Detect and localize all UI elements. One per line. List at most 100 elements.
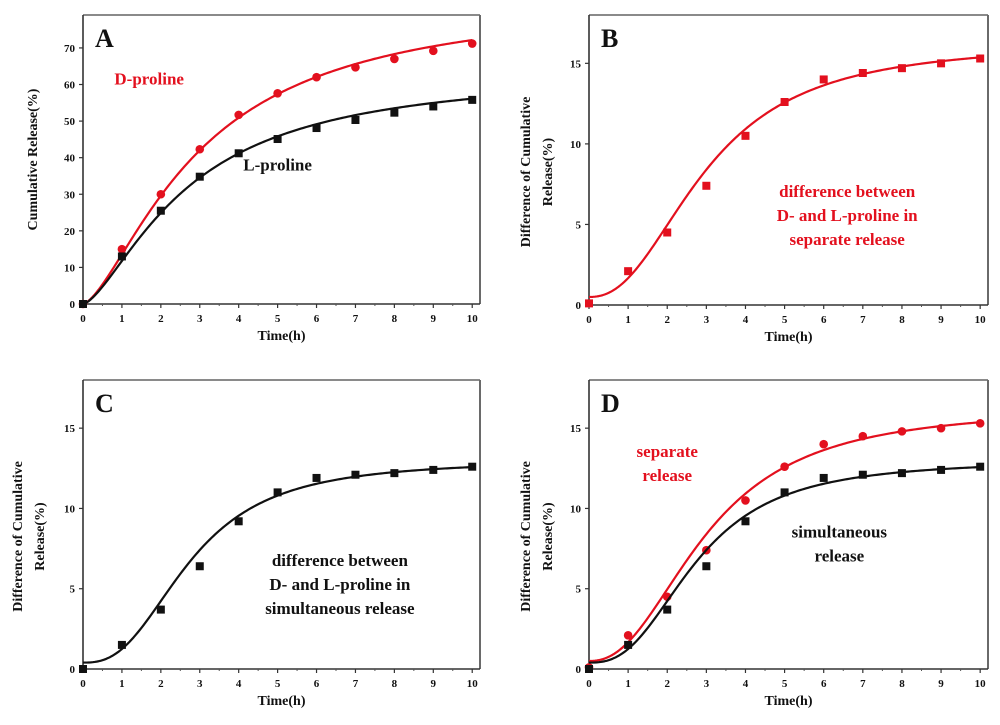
data-point bbox=[663, 605, 672, 614]
data-point bbox=[976, 462, 985, 471]
panel-letter: C bbox=[95, 389, 114, 418]
x-axis-title: Time(h) bbox=[258, 329, 306, 344]
annotation-line: D- and L-proline in bbox=[269, 575, 410, 594]
x-tick-label: 2 bbox=[158, 313, 164, 325]
x-tick-label: 6 bbox=[314, 313, 320, 325]
data-point bbox=[468, 95, 477, 104]
y-tick-label: 30 bbox=[64, 189, 76, 201]
annotation: separate release bbox=[637, 442, 699, 485]
data-point bbox=[234, 149, 243, 158]
y-tick-label: 0 bbox=[576, 300, 582, 312]
x-tick-label: 2 bbox=[664, 678, 670, 690]
annotation-line: D-proline bbox=[114, 70, 184, 89]
x-tick-label: 7 bbox=[353, 678, 359, 690]
x-tick-label: 7 bbox=[353, 313, 359, 325]
data-point bbox=[858, 69, 867, 77]
x-tick-label: 7 bbox=[860, 678, 866, 690]
y-tick-label: 10 bbox=[64, 503, 76, 515]
data-point bbox=[195, 172, 204, 181]
x-tick-label: 10 bbox=[467, 678, 479, 690]
data-point bbox=[273, 135, 282, 144]
y-tick-label: 10 bbox=[64, 262, 76, 274]
data-point bbox=[312, 72, 321, 82]
data-point bbox=[585, 299, 593, 308]
annotation: difference between D- and L-proline in sim… bbox=[265, 551, 415, 618]
data-point bbox=[623, 630, 633, 640]
panel-b: 0 1 2 3 4 5 6 7 8 9 10 0 5 10 15 Time(h) Difference of C… bbox=[519, 14, 989, 345]
x-tick-label: 4 bbox=[743, 678, 749, 690]
data-point bbox=[467, 39, 477, 48]
x-tick-label: 4 bbox=[236, 313, 242, 325]
x-axis-title: Time(h) bbox=[765, 694, 813, 709]
x-tick-label: 2 bbox=[664, 314, 670, 326]
panel-letter: A bbox=[95, 24, 114, 53]
x-tick-label: 3 bbox=[197, 313, 203, 325]
data-point bbox=[741, 517, 750, 526]
x-tick-label: 4 bbox=[236, 678, 242, 690]
data-point bbox=[780, 98, 789, 106]
annotation: difference between D- and L-proline in sep… bbox=[777, 182, 918, 249]
series-separate-release bbox=[584, 419, 985, 672]
x-tick-label: 8 bbox=[899, 678, 905, 690]
x-tick-label: 6 bbox=[821, 678, 827, 690]
x-tick-label: 10 bbox=[975, 314, 987, 326]
fit-curve bbox=[588, 465, 981, 664]
y-axis-title-line2: Release(%) bbox=[541, 502, 556, 571]
x-axis-title: Time(h) bbox=[258, 694, 306, 709]
data-point bbox=[975, 419, 985, 428]
data-point bbox=[897, 469, 906, 478]
x-axis-title: Time(h) bbox=[765, 330, 813, 345]
x-tick-label: 2 bbox=[158, 678, 164, 690]
data-point bbox=[780, 462, 789, 472]
data-point bbox=[663, 228, 672, 237]
x-tick-label: 7 bbox=[860, 314, 866, 326]
data-point bbox=[351, 63, 360, 72]
y-axis-title: Cumulative Release(%) bbox=[26, 88, 41, 230]
x-tick-label: 1 bbox=[119, 313, 125, 325]
y-tick-label: 20 bbox=[64, 226, 76, 238]
x-tick-label: 1 bbox=[119, 678, 125, 690]
data-point bbox=[819, 473, 828, 482]
panel-a: 0 1 2 3 4 5 6 7 8 9 10 0 10 20 30 40 50 60 70 Time(h) Cumula… bbox=[26, 14, 481, 344]
data-point bbox=[429, 102, 438, 111]
data-point bbox=[741, 496, 750, 505]
x-tick-label: 5 bbox=[782, 314, 788, 326]
data-point bbox=[937, 465, 946, 474]
data-point bbox=[976, 54, 985, 63]
data-point bbox=[702, 181, 711, 190]
data-point bbox=[897, 64, 906, 73]
x-tick-label: 9 bbox=[938, 678, 944, 690]
data-point bbox=[624, 640, 633, 649]
y-tick-label: 5 bbox=[70, 584, 76, 596]
annotation: simultaneous release bbox=[792, 522, 888, 565]
y-tick-label: 5 bbox=[576, 584, 582, 596]
data-point bbox=[390, 469, 399, 478]
x-tick-label: 0 bbox=[586, 314, 592, 326]
data-point bbox=[468, 462, 477, 471]
x-tick-label: 0 bbox=[586, 678, 592, 690]
data-point bbox=[117, 244, 127, 254]
y-tick-label: 10 bbox=[570, 139, 582, 151]
data-point bbox=[624, 267, 633, 276]
data-point bbox=[429, 465, 438, 474]
data-point bbox=[79, 665, 87, 673]
y-axis-title-line1: Difference of Cumulative bbox=[11, 461, 26, 612]
x-tick-label: 4 bbox=[743, 314, 749, 326]
data-point bbox=[819, 439, 829, 449]
y-axis-title-line1: Difference of Cumulative bbox=[519, 97, 534, 248]
annotation-line: release bbox=[642, 466, 692, 485]
data-point bbox=[156, 189, 166, 199]
series-d-proline bbox=[78, 38, 477, 309]
annotation-line: difference between bbox=[272, 551, 409, 570]
x-tick-label: 3 bbox=[197, 678, 203, 690]
y-tick-label: 0 bbox=[70, 664, 76, 676]
series-simultaneous-release bbox=[79, 462, 477, 673]
x-tick-label: 10 bbox=[975, 678, 987, 690]
y-axis-title-line2: Release(%) bbox=[33, 502, 48, 571]
series-l-proline bbox=[79, 95, 477, 308]
annotation-line: simultaneous release bbox=[265, 599, 415, 618]
annotation: D-proline bbox=[114, 70, 184, 89]
x-tick-label: 3 bbox=[704, 314, 710, 326]
annotation: L-proline bbox=[243, 155, 312, 174]
